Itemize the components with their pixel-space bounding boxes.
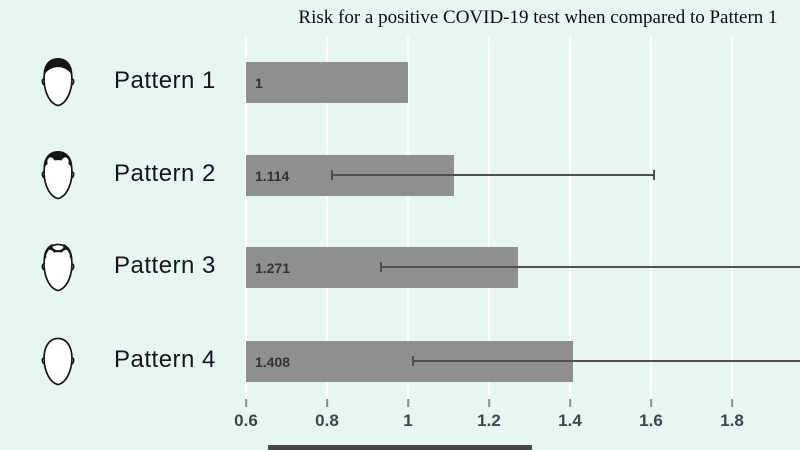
x-tick: 0.6 — [234, 399, 258, 431]
tick-label: 1 — [403, 411, 413, 430]
tick-label: 1.4 — [558, 411, 582, 430]
head-receding-temples-icon — [34, 145, 82, 205]
error-bar-pattern-3 — [379, 262, 800, 272]
tick-label: 1.8 — [720, 411, 744, 430]
category-label-pattern-1: Pattern 1 — [114, 67, 216, 94]
gridline — [326, 36, 328, 400]
head-bald-icon — [34, 331, 82, 391]
gridline — [569, 36, 571, 400]
bar-value-label: 1.114 — [255, 167, 290, 184]
tick-mark — [649, 399, 652, 407]
error-bar-pattern-4 — [412, 356, 800, 366]
head-full-hair-icon — [34, 52, 82, 112]
bar-value-label: 1.271 — [255, 259, 291, 276]
category-label-pattern-4: Pattern 4 — [114, 346, 216, 373]
tick-label: 1.2 — [477, 411, 501, 430]
x-tick: 0.8 — [315, 399, 339, 431]
tick-mark — [568, 399, 571, 407]
tick-mark — [730, 399, 733, 407]
error-bar-pattern-2 — [331, 170, 656, 180]
x-tick: 1.4 — [558, 399, 582, 431]
gridline — [407, 36, 409, 400]
x-tick: 1 — [403, 399, 413, 431]
gridline — [650, 36, 652, 400]
category-label-pattern-3: Pattern 3 — [114, 252, 216, 279]
tick-label: 0.6 — [234, 411, 258, 430]
x-tick: 1.6 — [639, 399, 663, 431]
gridline — [245, 36, 247, 400]
video-progress-bar[interactable] — [268, 445, 532, 450]
tick-mark — [487, 399, 490, 407]
tick-mark — [407, 399, 409, 407]
gridline — [731, 36, 733, 400]
chart-title: Risk for a positive COVID-19 test when c… — [298, 7, 778, 28]
tick-mark — [325, 399, 328, 407]
bar-pattern-1: 1 — [246, 62, 408, 103]
gridline — [488, 36, 490, 400]
x-tick: 1.8 — [720, 399, 744, 431]
bar-value-label: 1.408 — [255, 353, 291, 370]
category-label-pattern-2: Pattern 2 — [114, 160, 216, 187]
tick-mark — [244, 399, 247, 407]
head-frontal-balding-icon — [34, 237, 82, 297]
bar-pattern-4: 1.408 — [246, 341, 574, 382]
bar-value-label: 1 — [255, 74, 263, 91]
tick-label: 1.6 — [639, 411, 663, 430]
x-tick: 1.2 — [477, 399, 501, 431]
tick-label: 0.8 — [315, 411, 339, 430]
